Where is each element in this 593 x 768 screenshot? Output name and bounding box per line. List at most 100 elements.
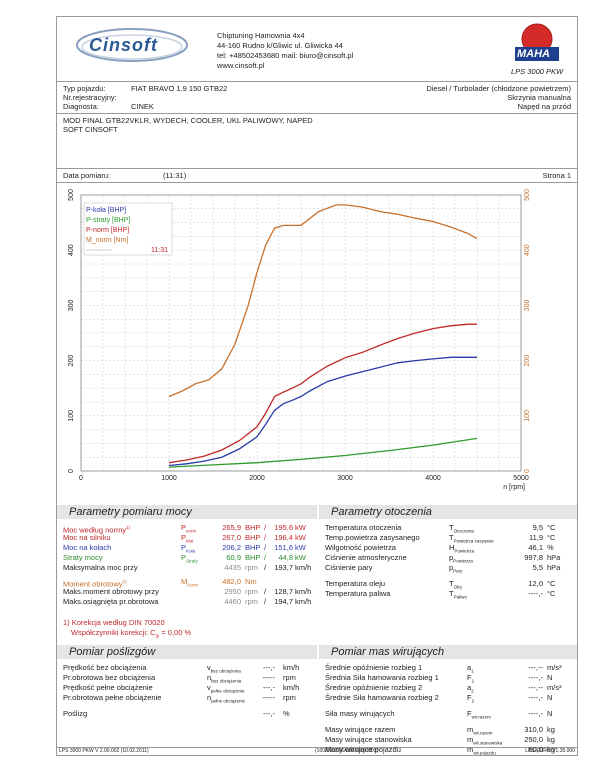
symbol: vpełne obciążenie <box>207 683 245 696</box>
param-value-1: 206,2 <box>222 543 241 552</box>
slip-value: ---,- <box>262 709 275 718</box>
param-unit-2: km/h <box>295 597 312 606</box>
cinsoft-logo-graphic <box>76 28 188 62</box>
symbol-sub: Powietrza <box>453 558 473 564</box>
mass-value: ---,-- <box>528 683 543 692</box>
param-separator: / <box>264 533 267 542</box>
x-tick-label: 4000 <box>425 475 441 482</box>
maha-badge-icon <box>515 23 559 61</box>
symbol-letter: P <box>181 533 187 542</box>
mass-value: 310,0 <box>524 725 543 734</box>
env-value: 5,5 <box>532 563 543 572</box>
slip-label: Prędkość pełne obciążenie <box>63 683 153 692</box>
param-separator: / <box>264 587 267 596</box>
vehicle-type-label: Typ pojazdu: <box>63 84 106 93</box>
symbol-letter: H <box>449 543 455 552</box>
footer-right: LPS-EURO V1.35.000 <box>525 748 575 754</box>
symbol-sub: pełne obciążenie <box>210 688 245 694</box>
power-params-title: Parametry pomiaru mocy <box>57 505 317 519</box>
param-unit-1: rpm <box>245 597 258 606</box>
mass-unit: m/s² <box>547 683 562 692</box>
param-unit-1: rpm <box>245 587 258 596</box>
env-unit: °C <box>547 579 556 588</box>
symbol-sub: Powietrza <box>454 548 475 554</box>
plot-frame <box>80 194 522 472</box>
y-tick-label-left: 0 <box>68 469 75 473</box>
symbol-letter: P <box>181 523 187 532</box>
legend-item: M_norm [Nm] <box>86 237 128 244</box>
y-tick-label-right: 500 <box>524 189 531 201</box>
divider <box>57 168 577 169</box>
report-frame: Cinsoft Chiptuning Hamownia 4x4 44-160 R… <box>56 16 578 756</box>
param-unit-2: kW <box>295 543 306 552</box>
symbol: PKoła <box>181 543 195 556</box>
mass-label: Średnia Siła hamowania rozbieg 1 <box>325 673 439 682</box>
env-value: 12,0 <box>528 579 543 588</box>
symbol: npełne obciążenie <box>207 693 245 706</box>
mass-label: Masy wirujące pojazdu <box>325 745 401 754</box>
param-value-1: 482,0 <box>222 577 241 586</box>
param-value-2: 128,7 <box>274 587 293 596</box>
param-value-2: 195,6 <box>274 523 293 532</box>
symbol: F2 <box>467 693 474 706</box>
symbol-sub: Koła <box>186 548 196 554</box>
symbol-letter: m <box>467 725 474 734</box>
symbol-sub: wir.razem <box>473 730 493 736</box>
symbol: TPaliwo <box>449 589 467 602</box>
param-value-2: 44,8 <box>278 553 293 562</box>
slip-unit: rpm <box>283 673 296 682</box>
env-label: Ciśnienie pary <box>325 563 373 572</box>
param-separator: / <box>264 543 267 552</box>
mass-label: Masy wirujące stanowiska <box>325 735 412 744</box>
mass-label: Średnie Siła hamowania rozbieg 2 <box>325 693 439 702</box>
param-unit-1: BHP <box>245 543 261 552</box>
symbol: TOlej <box>449 579 462 592</box>
symbol-sub: pełne obciążenie <box>211 698 245 704</box>
param-label: Moc na kołach <box>63 543 111 552</box>
legend-box <box>83 202 173 256</box>
legend-time: 11:31 <box>151 247 168 254</box>
slip-unit: km/h <box>283 663 300 672</box>
company-web: www.cinsoft.pl <box>217 61 265 70</box>
y-tick-label-right: 200 <box>524 355 531 367</box>
env-value: ----,- <box>528 589 543 598</box>
legend-item: P-straty [BHP] <box>86 217 130 224</box>
env-unit: % <box>547 543 554 552</box>
env-unit: °C <box>547 589 556 598</box>
slip-value: ----- <box>262 693 276 702</box>
symbol-letter: n <box>207 673 212 682</box>
slip-unit: rpm <box>283 693 296 702</box>
symbol: vbez obciążenia <box>207 663 241 676</box>
maha-subtitle: LPS 3000 PKW <box>511 67 564 76</box>
mass-label: Średnie opóźnienie rozbieg 2 <box>325 683 423 692</box>
env-unit: °C <box>547 523 556 532</box>
symbol: MNorm <box>181 577 198 590</box>
mass-unit: N <box>547 673 553 682</box>
param-value-1: 265,9 <box>222 523 241 532</box>
symbol: a2 <box>467 683 474 696</box>
param-label: Maksymalna moc przy <box>63 563 138 572</box>
y-tick-label-right: 100 <box>524 410 531 422</box>
mass-unit: N <box>547 709 553 718</box>
param-unit-2: km/h <box>295 563 312 572</box>
env-value: 11,9 <box>528 533 543 542</box>
symbol-sub: norm <box>186 528 197 534</box>
environment-title: Parametry otoczenia <box>319 505 577 519</box>
divider <box>57 81 577 82</box>
symbol-letter: F <box>467 673 472 682</box>
param-value-2: 196,4 <box>274 533 293 542</box>
symbol-sub: bez obciążenia <box>210 668 241 674</box>
y-tick-label-left: 400 <box>68 244 75 256</box>
mass-unit: kg <box>547 725 555 734</box>
divider <box>57 113 577 114</box>
x-tick-label: 0 <box>79 475 83 482</box>
mass-value: 60,0 <box>528 745 543 754</box>
symbol: HPowietrza <box>449 543 474 556</box>
param-separator: / <box>264 563 267 572</box>
legend-item: P-koła [BHP] <box>86 207 126 214</box>
symbol-sub: Straty <box>186 558 198 564</box>
param-separator: / <box>264 523 267 532</box>
slip-value: ----- <box>262 673 276 682</box>
param-unit-2: kW <box>295 533 306 542</box>
